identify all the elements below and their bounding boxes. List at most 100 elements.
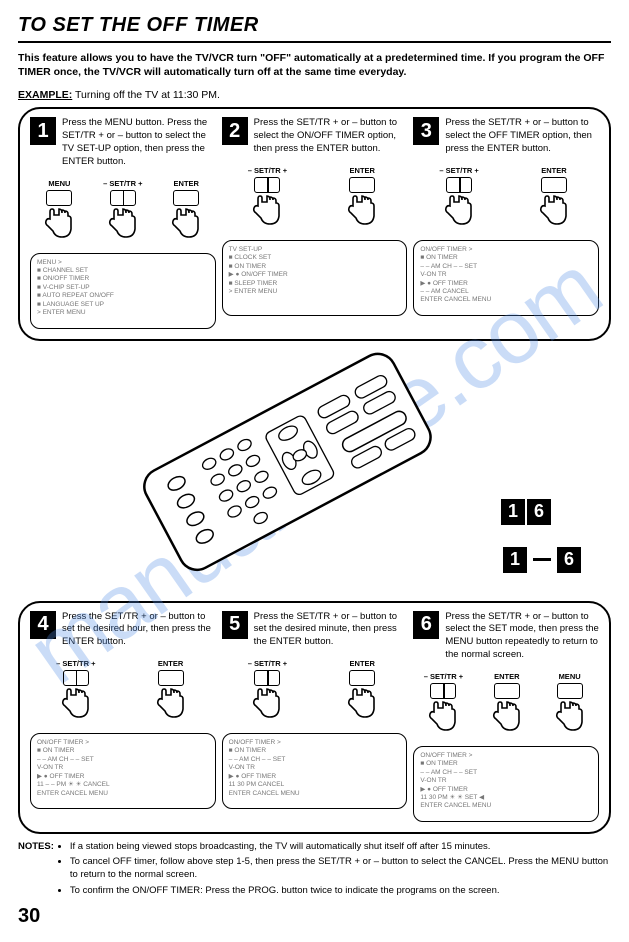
- screen-line: ■ V-CHIP SET-UP: [37, 284, 209, 292]
- hand-icon: [535, 194, 573, 230]
- step-text: Press the SET/TR + or – button to set th…: [254, 611, 408, 649]
- button-label: ENTER: [158, 659, 183, 668]
- button-col: – SET/TR +: [248, 166, 287, 230]
- button-label: ENTER: [350, 166, 375, 175]
- ref-1-6-pair: 1 6: [501, 499, 551, 525]
- step-3: 3 Press the SET/TR + or – button to sele…: [413, 117, 599, 328]
- hand-icon: [167, 207, 205, 243]
- button-label: – SET/TR +: [424, 672, 463, 681]
- step-number: 2: [222, 117, 248, 145]
- step-text: Press the MENU button. Press the SET/TR …: [62, 117, 216, 168]
- button-col: ENTER: [343, 166, 381, 230]
- hand-icon: [248, 687, 286, 723]
- step-number: 4: [30, 611, 56, 639]
- button-label: ENTER: [494, 672, 519, 681]
- note-item: If a station being viewed stops broadcas…: [70, 840, 611, 853]
- screen-line: V-ON TR: [229, 764, 401, 772]
- note-item: To cancel OFF timer, follow above step 1…: [70, 855, 611, 882]
- remote-zone: 1 6 1 6: [18, 349, 611, 593]
- screen-line: ON/OFF TIMER >: [420, 246, 592, 254]
- step-text: Press the SET/TR + or – button to select…: [445, 117, 599, 155]
- button-row: – SET/TR + ENTER: [222, 659, 408, 723]
- example-line: EXAMPLE: Turning off the TV at 11:30 PM.: [18, 89, 611, 101]
- screen-line: ■ ON TIMER: [37, 747, 209, 755]
- button-label: – SET/TR +: [103, 179, 142, 188]
- screen-line: TV SET-UP: [229, 246, 401, 254]
- step-5: 5 Press the SET/TR + or – button to set …: [222, 611, 408, 822]
- example-label: EXAMPLE:: [18, 89, 72, 101]
- button-icon: [63, 670, 89, 686]
- button-label: – SET/TR +: [56, 659, 95, 668]
- screen-line: ■ AUTO REPEAT ON/OFF: [37, 292, 209, 300]
- screen-line: ENTER CANCEL MENU: [229, 790, 401, 798]
- hand-icon: [440, 194, 478, 230]
- screen-line: ON/OFF TIMER >: [37, 739, 209, 747]
- button-label: – SET/TR +: [439, 166, 478, 175]
- screen-line: – – AM CH – – SET: [420, 263, 592, 271]
- button-row: – SET/TR + ENTER: [30, 659, 216, 723]
- button-row: MENU – SET/TR + ENTER: [30, 179, 216, 243]
- screen-line: – – AM CANCEL: [420, 288, 592, 296]
- button-col: ENTER: [535, 166, 573, 230]
- button-col: MENU: [551, 672, 589, 736]
- button-col: ENTER: [488, 672, 526, 736]
- screen-line: ON/OFF TIMER >: [420, 752, 592, 760]
- screen-line: MENU >: [37, 259, 209, 267]
- button-col: ENTER: [152, 659, 190, 723]
- example-text: Turning off the TV at 11:30 PM.: [75, 89, 220, 101]
- button-col: ENTER: [167, 179, 205, 243]
- screen-line: V-ON TR: [37, 764, 209, 772]
- ref-dash: [533, 558, 551, 561]
- button-col: MENU: [40, 179, 78, 243]
- ref-box-1: 1: [501, 499, 525, 525]
- button-icon: [557, 683, 583, 699]
- button-label: ENTER: [174, 179, 199, 188]
- hand-icon: [488, 700, 526, 736]
- osd-screen: ON/OFF TIMER >■ ON TIMER – – AM CH – – S…: [413, 240, 599, 316]
- steps-panel-top: 1 Press the MENU button. Press the SET/T…: [18, 107, 611, 340]
- ref-1-dash-6: 1 6: [503, 547, 581, 573]
- hand-icon: [343, 687, 381, 723]
- button-row: – SET/TR + ENTER: [222, 166, 408, 230]
- hand-icon: [152, 687, 190, 723]
- screen-line: – – AM CH – – SET: [37, 756, 209, 764]
- button-icon: [158, 670, 184, 686]
- ref-box-6b: 6: [557, 547, 581, 573]
- button-col: – SET/TR +: [424, 672, 463, 736]
- button-row: – SET/TR + ENTER MENU: [413, 672, 599, 736]
- osd-screen: TV SET-UP■ CLOCK SET■ ON TIMER▶ ● ON/OFF…: [222, 240, 408, 316]
- step-text: Press the SET/TR + or – button to select…: [445, 611, 599, 662]
- screen-line: ▶ ● ON/OFF TIMER: [229, 271, 401, 279]
- button-col: – SET/TR +: [56, 659, 95, 723]
- screen-line: ■ ON/OFF TIMER: [37, 275, 209, 283]
- button-icon: [349, 177, 375, 193]
- step-text: Press the SET/TR + or – button to set th…: [62, 611, 216, 649]
- screen-line: 11 30 PM ☀ ☀ SET ◀: [420, 794, 592, 802]
- osd-screen: ON/OFF TIMER >■ ON TIMER – – AM CH – – S…: [413, 746, 599, 822]
- button-col: – SET/TR +: [248, 659, 287, 723]
- screen-line: ▶ ● OFF TIMER: [420, 280, 592, 288]
- title-rule: [18, 41, 611, 43]
- button-label: – SET/TR +: [248, 166, 287, 175]
- screen-line: ENTER CANCEL MENU: [420, 802, 592, 810]
- step-6: 6 Press the SET/TR + or – button to sele…: [413, 611, 599, 822]
- hand-icon: [343, 194, 381, 230]
- screen-line: ■ CHANNEL SET: [37, 267, 209, 275]
- screen-line: ON/OFF TIMER >: [229, 739, 401, 747]
- ref-box-6: 6: [527, 499, 551, 525]
- osd-screen: ON/OFF TIMER >■ ON TIMER – – AM CH – – S…: [222, 733, 408, 809]
- screen-line: ■ ON TIMER: [420, 760, 592, 768]
- screen-line: ■ ON TIMER: [420, 254, 592, 262]
- screen-line: ■ ON TIMER: [229, 747, 401, 755]
- button-label: MENU: [559, 672, 581, 681]
- screen-line: 11 – – PM ☀ ☀ CANCEL: [37, 781, 209, 789]
- button-col: – SET/TR +: [103, 179, 142, 243]
- screen-line: ■ ON TIMER: [229, 263, 401, 271]
- screen-line: ▶ ● OFF TIMER: [420, 786, 592, 794]
- button-row: – SET/TR + ENTER: [413, 166, 599, 230]
- steps-panel-bottom: 4 Press the SET/TR + or – button to set …: [18, 601, 611, 834]
- button-icon: [446, 177, 472, 193]
- button-icon: [541, 177, 567, 193]
- screen-line: > ENTER MENU: [37, 309, 209, 317]
- screen-line: ENTER CANCEL MENU: [37, 790, 209, 798]
